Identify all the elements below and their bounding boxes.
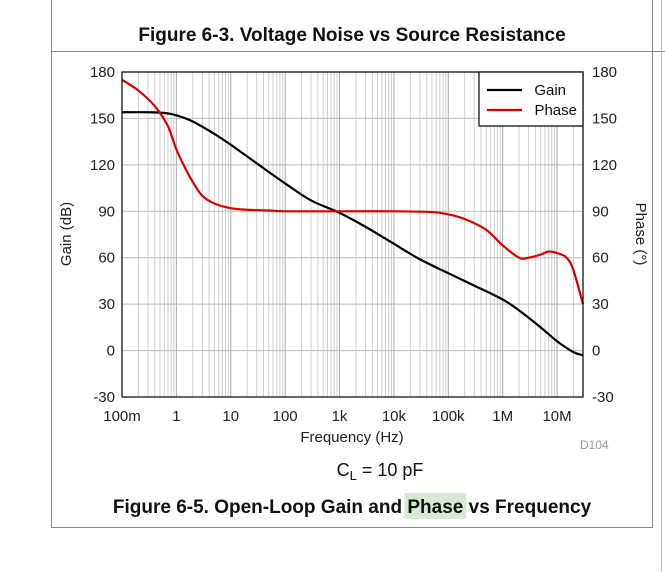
y-tick-label: 0 [107,343,115,360]
y-tick-label: 180 [90,64,115,81]
figure-id: D104 [580,438,609,452]
y-tick-label: 90 [98,203,115,220]
x-tick-label: 10 [222,408,239,425]
caption-highlight [404,493,467,519]
y2-tick-label: 90 [592,203,609,220]
condition-subscript: L [350,468,357,483]
load-capacitance-condition: CL = 10 pF [337,460,424,483]
plot-area-border [121,71,584,398]
y-tick-label: 150 [90,110,115,127]
x-axis-label: Frequency (Hz) [300,429,403,446]
y2-tick-label: 120 [592,157,617,174]
x-tick-label: 1k [332,408,348,425]
y2-tick-label: 180 [592,64,617,81]
caption-prefix: Figure 6-5. Open-Loop Gain and [113,497,408,518]
y2-tick-label: 150 [592,110,617,127]
series-line-phase [121,78,585,305]
series-lines [121,78,585,357]
legend-label-phase: Phase [534,102,577,119]
condition-prefix: C [337,460,350,480]
bottom-figure-caption: Figure 6-5. Open-Loop Gain and Phase vs … [113,497,592,518]
y2-axis-label: Phase (°) [632,203,649,266]
y2-tick-label: 0 [592,343,600,360]
x-tick-label: 10M [542,408,571,425]
top-figure-caption: Figure 6-3. Voltage Noise vs Source Resi… [138,25,565,46]
legend: Gain Phase [478,71,584,127]
x-tick-label: 100m [103,408,141,425]
y2-tick-label: -30 [592,389,614,406]
legend-box [478,71,584,127]
x-tick-label: 1 [172,408,180,425]
legend-label-gain: Gain [534,82,566,99]
y-tick-label: 60 [98,250,115,267]
y-tick-label: -30 [93,389,115,406]
y2-tick-label: 60 [592,250,609,267]
caption-suffix: vs Frequency [463,497,591,518]
caption-highlighted-word[interactable]: Phase [407,497,463,518]
tick-labels: 100m 1 10 100 1k 10k 100k 1M 10M -30 0 30 60 90 120 150… [90,64,617,425]
condition-suffix: = 10 pF [357,460,424,480]
x-tick-label: 100 [273,408,298,425]
series-line-gain [121,111,584,357]
x-tick-label: 100k [432,408,465,425]
x-tick-label: 10k [382,408,407,425]
x-tick-label: 1M [492,408,513,425]
y-axis-label: Gain (dB) [58,202,75,266]
y-tick-label: 120 [90,157,115,174]
y-tick-label: 30 [98,296,115,313]
y2-tick-label: 30 [592,296,609,313]
